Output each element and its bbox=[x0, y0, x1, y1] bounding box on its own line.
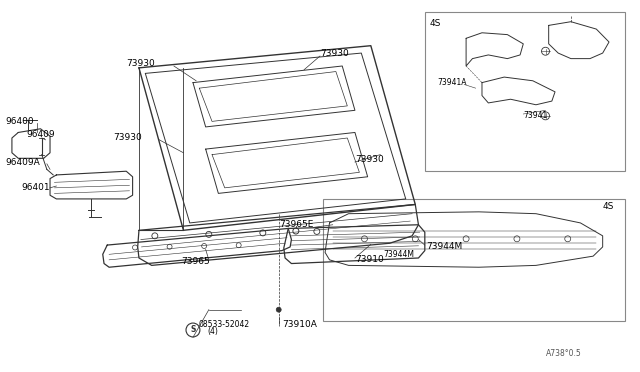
Bar bbox=[323, 199, 625, 321]
Text: 08533-52042: 08533-52042 bbox=[198, 320, 249, 329]
Text: 4S: 4S bbox=[603, 202, 614, 211]
Text: 73941: 73941 bbox=[524, 111, 548, 121]
Text: A738°0.5: A738°0.5 bbox=[545, 350, 581, 359]
Text: 96401: 96401 bbox=[22, 183, 50, 192]
Text: 73930: 73930 bbox=[355, 155, 384, 164]
Text: 73930: 73930 bbox=[126, 59, 155, 68]
Text: 73965: 73965 bbox=[182, 257, 211, 266]
Text: 73944M: 73944M bbox=[383, 250, 415, 259]
Text: S: S bbox=[190, 326, 196, 334]
Text: 73941A: 73941A bbox=[438, 78, 467, 87]
Text: 96409A: 96409A bbox=[6, 157, 40, 167]
Text: 73944M: 73944M bbox=[427, 243, 463, 251]
Text: 73965E: 73965E bbox=[279, 220, 314, 229]
Text: (4): (4) bbox=[207, 327, 218, 336]
Text: 96409: 96409 bbox=[26, 130, 55, 139]
Text: 73910: 73910 bbox=[355, 255, 384, 264]
Text: 73930: 73930 bbox=[113, 133, 142, 142]
Bar bbox=[425, 13, 625, 171]
Text: 96400: 96400 bbox=[6, 117, 34, 126]
Text: 73930: 73930 bbox=[320, 49, 349, 58]
Text: 73910A: 73910A bbox=[282, 320, 317, 329]
Circle shape bbox=[276, 307, 281, 312]
Text: 4S: 4S bbox=[429, 19, 440, 28]
